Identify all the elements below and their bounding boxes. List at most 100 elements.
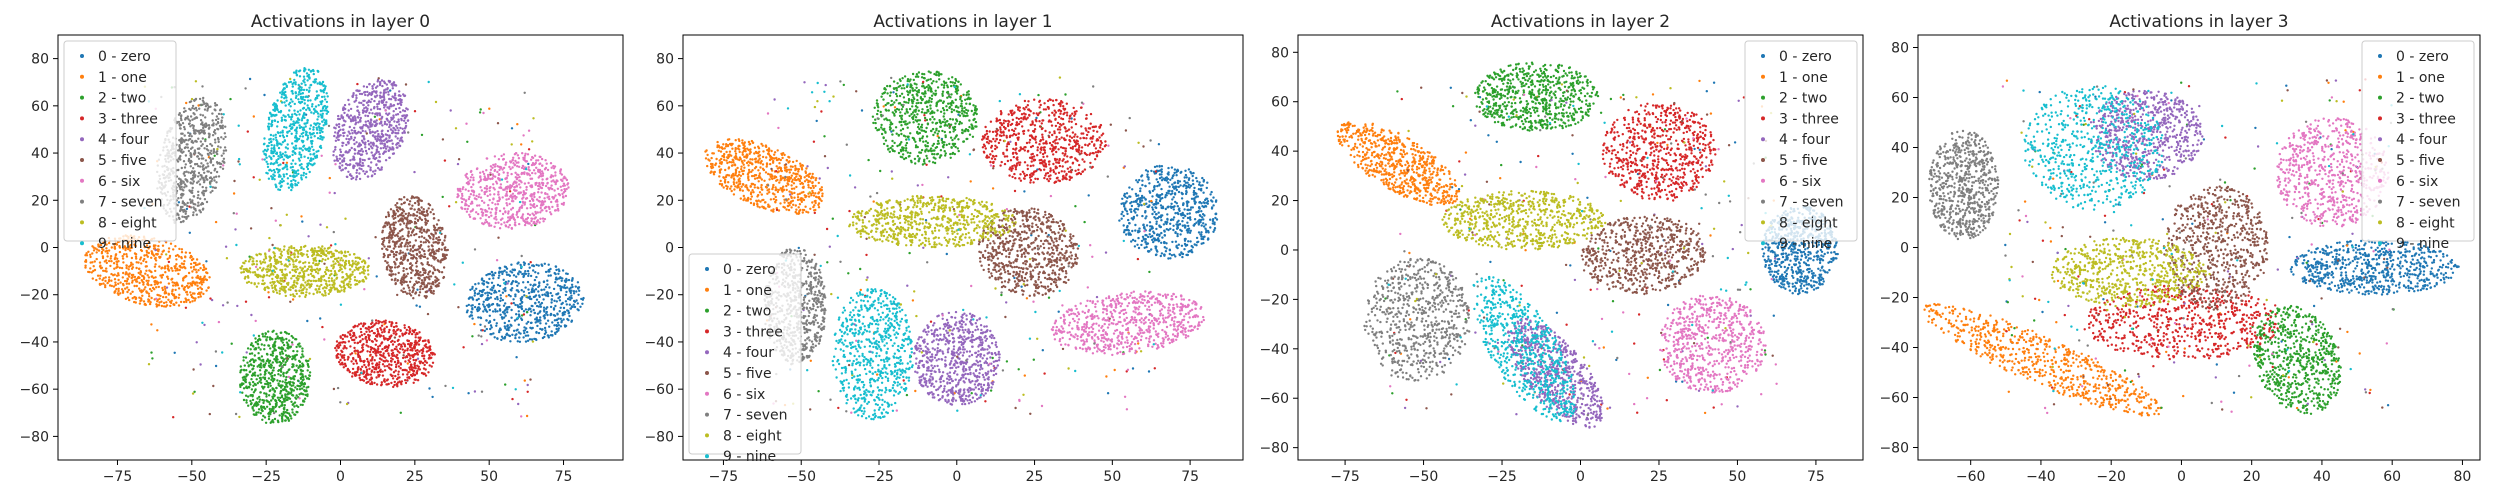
data-point xyxy=(538,281,540,283)
data-point xyxy=(268,345,270,347)
data-point xyxy=(346,176,348,178)
data-point xyxy=(531,172,533,174)
data-point xyxy=(365,124,367,126)
data-point xyxy=(499,267,501,269)
data-point xyxy=(198,263,200,265)
data-point xyxy=(137,277,139,279)
data-point xyxy=(139,290,141,292)
data-point xyxy=(154,266,156,268)
data-point xyxy=(372,135,374,137)
data-point xyxy=(370,119,372,121)
data-point xyxy=(508,198,510,200)
data-point xyxy=(406,379,408,381)
data-point xyxy=(530,195,532,197)
data-point xyxy=(409,344,411,346)
data-point xyxy=(189,301,191,303)
data-point xyxy=(383,106,385,108)
data-point xyxy=(147,284,149,286)
data-point xyxy=(295,338,297,340)
data-point xyxy=(473,194,475,196)
data-point xyxy=(493,193,495,195)
data-point xyxy=(577,302,579,304)
data-point xyxy=(503,305,505,307)
data-point xyxy=(339,166,341,168)
data-point xyxy=(514,319,516,321)
data-point xyxy=(299,385,301,387)
data-point xyxy=(341,142,343,144)
data-point xyxy=(335,124,337,126)
data-point xyxy=(412,329,414,331)
data-point xyxy=(149,288,151,290)
data-point xyxy=(154,283,156,285)
data-point xyxy=(511,198,513,200)
data-point xyxy=(356,169,358,171)
data-point xyxy=(513,269,515,271)
data-point xyxy=(378,153,380,155)
data-point xyxy=(370,123,372,125)
data-point xyxy=(302,355,304,357)
data-point xyxy=(359,335,361,337)
data-point xyxy=(253,361,255,363)
data-point xyxy=(462,186,464,188)
data-point xyxy=(293,405,295,407)
data-point xyxy=(262,376,264,378)
data-point xyxy=(561,277,563,279)
data-point xyxy=(354,373,356,375)
data-point xyxy=(465,188,467,190)
data-point xyxy=(253,391,255,393)
data-point xyxy=(377,80,379,82)
data-point xyxy=(486,185,488,187)
data-point xyxy=(522,219,524,221)
data-point xyxy=(266,336,268,338)
data-point xyxy=(527,391,529,393)
data-point xyxy=(249,371,251,373)
data-point xyxy=(376,119,378,121)
data-point xyxy=(543,288,545,290)
data-point xyxy=(206,201,208,203)
data-point xyxy=(410,374,412,376)
data-point xyxy=(421,352,423,354)
data-point xyxy=(126,255,128,257)
data-point xyxy=(370,161,372,163)
data-point xyxy=(334,127,336,129)
data-point xyxy=(298,397,300,399)
data-point xyxy=(351,352,353,354)
data-point xyxy=(347,356,349,358)
data-point xyxy=(377,330,379,332)
data-point xyxy=(372,142,374,144)
data-point xyxy=(416,289,418,291)
data-point xyxy=(400,203,402,205)
data-point xyxy=(528,130,530,132)
data-point xyxy=(414,214,416,216)
data-point xyxy=(263,344,265,346)
data-point xyxy=(521,289,523,291)
data-point xyxy=(560,179,562,181)
data-point xyxy=(450,109,452,111)
data-point xyxy=(374,95,376,97)
data-point xyxy=(414,283,416,285)
data-point xyxy=(466,211,468,213)
data-point xyxy=(362,130,364,132)
data-point xyxy=(534,211,536,213)
data-point xyxy=(379,160,381,162)
data-point xyxy=(131,291,133,293)
data-point xyxy=(471,296,473,298)
data-point xyxy=(426,284,428,286)
data-point xyxy=(410,364,412,366)
data-point xyxy=(269,382,271,384)
data-point xyxy=(269,373,271,375)
data-point xyxy=(345,144,347,146)
data-point xyxy=(289,383,291,385)
data-point xyxy=(345,138,347,140)
data-point xyxy=(150,297,152,299)
data-point xyxy=(356,83,358,85)
data-point xyxy=(406,369,408,371)
data-point xyxy=(249,78,251,80)
data-point xyxy=(362,170,364,172)
data-point xyxy=(390,83,392,85)
data-point xyxy=(496,322,498,324)
data-point xyxy=(364,94,366,96)
data-point xyxy=(361,148,363,150)
data-point xyxy=(560,318,562,320)
data-point xyxy=(543,336,545,338)
